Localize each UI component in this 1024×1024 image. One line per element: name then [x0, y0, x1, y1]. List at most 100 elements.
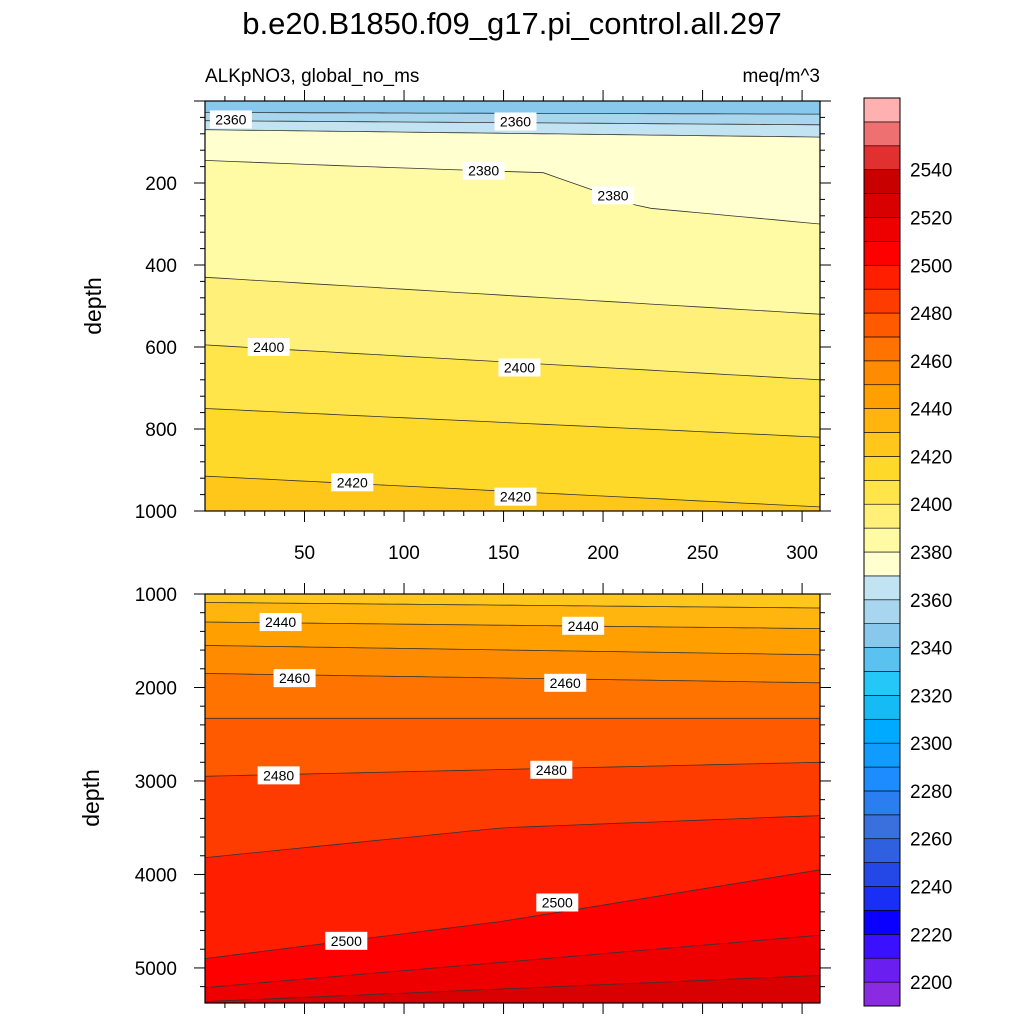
y-tick-label: 200 — [145, 174, 177, 195]
upper-panel-fill — [204, 100, 821, 512]
colorbar-tick-label: 2280 — [910, 782, 952, 803]
colorbar-swatch — [863, 193, 901, 218]
contour-label: 2380 — [592, 186, 635, 205]
contour-label: 2500 — [325, 931, 368, 950]
upper-panel-ylabel: depth — [80, 277, 106, 335]
colorbar-swatch — [863, 408, 901, 433]
contour-line — [204, 160, 821, 225]
contour-line — [204, 934, 821, 988]
svg-text:2380: 2380 — [468, 163, 499, 179]
svg-text:2380: 2380 — [597, 187, 628, 203]
svg-text:2460: 2460 — [550, 675, 581, 691]
y-tick-label: 5000 — [135, 959, 177, 980]
colorbar-swatch — [863, 432, 901, 457]
upper-panel-ticks: 50 100 150 200 250 300 200 400 600 800 1000 — [135, 90, 831, 564]
svg-text:2420: 2420 — [337, 474, 368, 490]
contour-label: 2460 — [273, 669, 316, 688]
colorbar-swatch — [863, 360, 901, 386]
contour-label: 2380 — [462, 161, 505, 180]
colorbar-swatch — [863, 312, 901, 338]
colorbar-swatch — [863, 838, 901, 863]
y-tick-label: 600 — [145, 338, 177, 359]
contour-line — [204, 408, 821, 438]
svg-text:2400: 2400 — [253, 339, 284, 355]
colorbar-swatch — [863, 456, 901, 481]
contour-label: 2440 — [562, 616, 605, 635]
y-tick-label: 800 — [145, 420, 177, 441]
svg-text:2360: 2360 — [500, 114, 531, 130]
colorbar-swatch — [863, 742, 901, 768]
colorbar-swatch — [863, 145, 901, 170]
lower-panel-fill — [204, 593, 821, 1004]
svg-text:2500: 2500 — [542, 895, 573, 911]
colorbar-tick-label: 2260 — [910, 830, 952, 851]
colorbar-tick-label: 2460 — [910, 352, 952, 373]
colorbar-tick-label: 2300 — [910, 734, 952, 755]
colorbar-swatch — [863, 503, 901, 529]
x-tick-label: 150 — [488, 543, 520, 564]
contour-line — [204, 761, 821, 777]
colorbar-swatch — [863, 647, 901, 672]
subtitle-left: ALKpNO3, global_no_ms — [205, 66, 419, 87]
lower-panel-frame — [204, 593, 821, 1004]
upper-panel: 2360 2360 2380 2380 2400 2400 2420 2420 50 100 15… — [80, 90, 831, 564]
contour-band — [204, 100, 821, 115]
colorbar-tick-label: 2380 — [910, 543, 952, 564]
colorbar-swatch — [863, 336, 901, 362]
colorbar-swatch — [863, 575, 901, 601]
contour-line — [204, 815, 821, 858]
colorbar-swatch — [863, 981, 901, 1007]
chart-title: b.e20.B1850.f09_g17.pi_control.all.297 — [242, 6, 782, 41]
colorbar-swatch — [863, 551, 901, 577]
colorbar-swatch — [863, 623, 901, 648]
colorbar-swatch — [863, 671, 901, 696]
colorbar-swatch — [863, 288, 901, 314]
upper-panel-contour-labels: 2360 2360 2380 2380 2400 2400 2420 2420 — [209, 110, 635, 506]
svg-text:2480: 2480 — [536, 762, 567, 778]
subtitle-right: meq/m^3 — [742, 66, 820, 87]
colorbar-swatch — [863, 862, 901, 887]
y-tick-label: 400 — [145, 256, 177, 277]
colorbar-swatch — [863, 718, 901, 744]
colorbar-swatch — [863, 527, 901, 553]
y-tick-label: 1000 — [135, 502, 177, 523]
colorbar-swatch — [863, 790, 901, 816]
x-tick-label: 250 — [687, 543, 719, 564]
colorbar-tick-label: 2320 — [910, 686, 952, 707]
svg-text:2500: 2500 — [331, 933, 362, 949]
colorbar-tick-label: 2540 — [910, 161, 952, 182]
contour-label: 2440 — [259, 613, 302, 632]
colorbar-swatch — [863, 169, 901, 194]
colorbar-tick-label: 2480 — [910, 304, 952, 325]
y-tick-label: 3000 — [135, 772, 177, 793]
colorbar-tick-label: 2200 — [910, 973, 952, 994]
x-tick-label: 50 — [294, 543, 315, 564]
colorbar-tick-label: 2500 — [910, 256, 952, 277]
contour-label: 2360 — [494, 112, 537, 131]
svg-text:2400: 2400 — [504, 360, 535, 376]
colorbar-swatch — [863, 217, 901, 242]
lower-panel-ticks: 1000 2000 3000 4000 5000 — [135, 583, 831, 1014]
svg-text:2460: 2460 — [279, 670, 310, 686]
colorbar: 2200 2220 2240 2260 2280 2300 2320 2340 2360 2380… — [863, 97, 952, 1007]
colorbar-swatch — [863, 695, 901, 720]
colorbar-swatch — [863, 886, 901, 911]
contour-label: 2360 — [209, 110, 252, 129]
colorbar-swatch — [863, 599, 901, 624]
colorbar-swatch — [863, 766, 901, 792]
colorbar-tick-label: 2360 — [910, 591, 952, 612]
lower-panel-ylabel: depth — [78, 769, 104, 827]
colorbar-swatch — [863, 97, 901, 123]
contour-label: 2480 — [530, 760, 573, 779]
colorbar-swatch — [863, 814, 901, 840]
colorbar-tick-label: 2240 — [910, 878, 952, 899]
contour-line — [204, 975, 821, 1002]
colorbar-swatch — [863, 241, 901, 266]
contour-label: 2500 — [536, 893, 579, 912]
contour-line — [204, 621, 821, 629]
y-tick-label: 2000 — [135, 678, 177, 699]
contour-label: 2400 — [498, 358, 541, 377]
colorbar-swatch — [863, 957, 901, 983]
upper-panel-contours — [204, 112, 821, 508]
